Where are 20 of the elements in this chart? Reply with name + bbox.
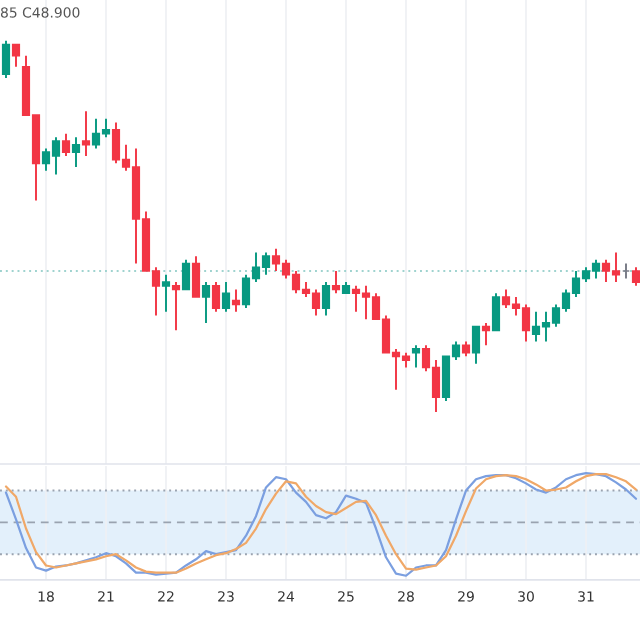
candlestick bbox=[61, 132, 71, 157]
candlestick bbox=[201, 281, 211, 324]
candlestick bbox=[221, 281, 231, 313]
candlestick bbox=[171, 281, 181, 332]
candlestick bbox=[331, 270, 341, 295]
candlestick bbox=[211, 281, 221, 313]
candlestick bbox=[1, 39, 11, 79]
candlestick bbox=[181, 258, 191, 291]
candlestick bbox=[191, 255, 201, 298]
candlestick bbox=[411, 344, 421, 369]
candlestick bbox=[81, 110, 91, 157]
candlestick bbox=[71, 136, 81, 169]
candlestick bbox=[491, 292, 501, 332]
candlestick bbox=[481, 321, 491, 347]
candlestick bbox=[631, 266, 640, 287]
candlestick bbox=[471, 325, 481, 365]
candlestick bbox=[11, 43, 21, 68]
candlestick bbox=[321, 281, 331, 317]
candlestick bbox=[231, 288, 241, 313]
candlestick bbox=[161, 273, 171, 313]
